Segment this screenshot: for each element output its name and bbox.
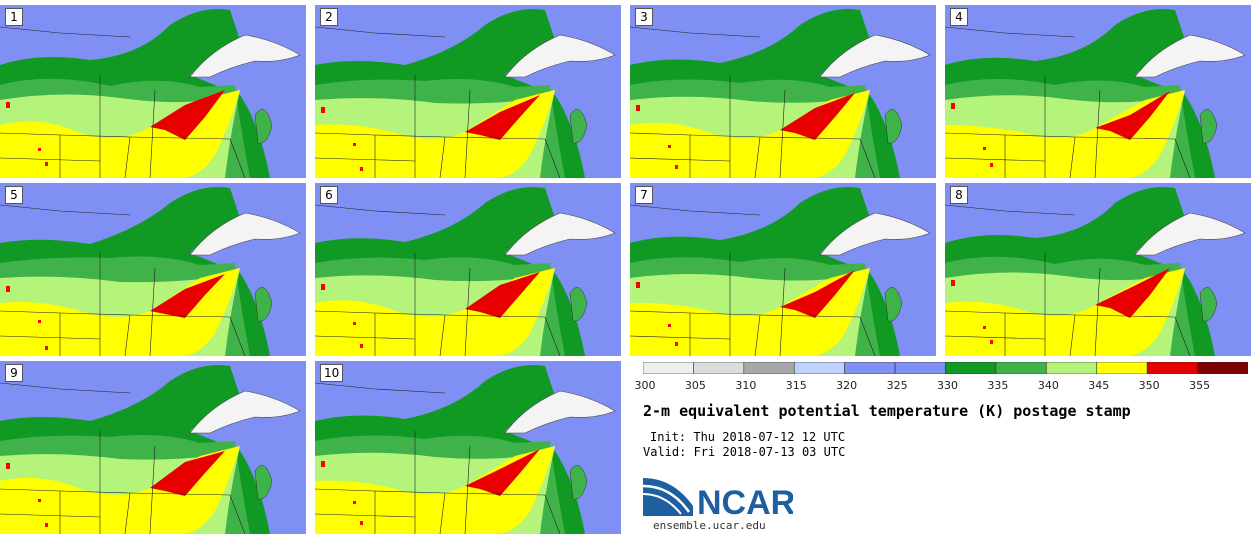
colorbar-segment xyxy=(1046,362,1098,374)
colorbar-segment xyxy=(643,362,694,374)
panel-number-label: 1 xyxy=(5,8,23,26)
colorbar-tick-label: 345 xyxy=(1088,379,1110,392)
colorbar-segment xyxy=(945,362,997,374)
panel-number-label: 3 xyxy=(635,8,653,26)
panel-number-label: 2 xyxy=(320,8,338,26)
map-image xyxy=(315,5,621,178)
map-image xyxy=(630,5,936,178)
colorbar-tick-label: 305 xyxy=(684,379,706,392)
logo-url: ensemble.ucar.edu xyxy=(653,519,766,532)
panel-number-label: 5 xyxy=(5,186,23,204)
colorbar-segment xyxy=(1096,362,1148,374)
panel-number-label: 7 xyxy=(635,186,653,204)
colorbar-tick-label: 315 xyxy=(785,379,807,392)
map-image xyxy=(0,361,306,534)
ensemble-member-panel: 1 xyxy=(0,5,306,178)
colorbar xyxy=(643,362,1248,374)
colorbar-segment xyxy=(1146,362,1198,374)
map-image xyxy=(0,183,306,356)
figure-title: 2-m equivalent potential temperature (K)… xyxy=(643,402,1131,420)
colorbar-tick-label: 320 xyxy=(836,379,858,392)
map-image xyxy=(945,5,1251,178)
ensemble-member-panel: 9 xyxy=(0,361,306,534)
colorbar-tick-label: 350 xyxy=(1138,379,1160,392)
ensemble-member-panel: 3 xyxy=(630,5,936,178)
colorbar-tick-label: 355 xyxy=(1189,379,1211,392)
colorbar-segment xyxy=(743,362,795,374)
ensemble-member-panel: 2 xyxy=(315,5,621,178)
ensemble-member-panel: 6 xyxy=(315,183,621,356)
ensemble-member-panel: 10 xyxy=(315,361,621,534)
map-image xyxy=(0,5,306,178)
ensemble-member-panel: 8 xyxy=(945,183,1251,356)
colorbar-tick-label: 325 xyxy=(886,379,908,392)
colorbar-tick-label: 330 xyxy=(937,379,958,392)
colorbar-tick-label: 335 xyxy=(987,379,1009,392)
colorbar-segment xyxy=(995,362,1047,374)
colorbar-segment xyxy=(1197,362,1248,374)
colorbar-tick-label: 310 xyxy=(735,379,757,392)
ensemble-member-panel: 5 xyxy=(0,183,306,356)
map-image xyxy=(315,361,621,534)
colorbar-segment xyxy=(844,362,896,374)
colorbar-tick-label: 340 xyxy=(1037,379,1059,392)
colorbar-tick-label: 300 xyxy=(634,379,656,392)
map-image xyxy=(630,183,936,356)
ensemble-member-panel: 7 xyxy=(630,183,936,356)
ncar-logo: NCAR xyxy=(643,478,793,518)
panel-number-label: 8 xyxy=(950,186,968,204)
valid-time: Valid: Fri 2018-07-13 03 UTC xyxy=(643,445,846,459)
panel-number-label: 10 xyxy=(320,364,344,382)
ensemble-member-panel: 4 xyxy=(945,5,1251,178)
map-image xyxy=(945,183,1251,356)
panel-number-label: 4 xyxy=(950,8,968,26)
panel-number-label: 6 xyxy=(320,186,338,204)
map-image xyxy=(315,183,621,356)
colorbar-segment xyxy=(693,362,745,374)
init-time: Init: Thu 2018-07-12 12 UTC xyxy=(650,430,846,444)
panel-number-label: 9 xyxy=(5,364,23,382)
logo-wordmark: NCAR xyxy=(697,484,793,518)
colorbar-segment xyxy=(894,362,946,374)
colorbar-segment xyxy=(793,362,845,374)
